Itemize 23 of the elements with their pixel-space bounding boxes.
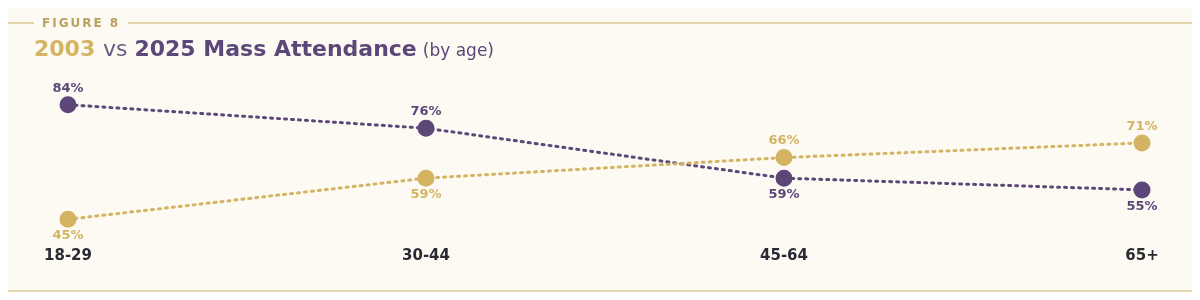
data-label: 84%	[52, 79, 84, 95]
point	[1133, 134, 1151, 152]
point	[59, 210, 77, 228]
point	[417, 119, 435, 137]
point	[775, 169, 793, 187]
point	[1133, 181, 1151, 199]
point	[417, 169, 435, 187]
chart-subtitle: (by age)	[422, 40, 494, 60]
data-label: 45%	[52, 227, 84, 243]
data-label: 59%	[768, 186, 800, 202]
x-tick-label: 18-29	[44, 245, 92, 264]
chart-title: 2003 vs 2025 Mass Attendance	[34, 36, 417, 61]
caption: FIGURE 8	[42, 16, 121, 30]
x-tick-label: 65+	[1125, 245, 1159, 264]
x-tick-label: 30-44	[402, 245, 450, 264]
point	[775, 149, 793, 167]
data-label: 59%	[410, 186, 442, 202]
data-label: 55%	[1126, 197, 1158, 213]
data-label: 76%	[410, 103, 442, 119]
data-label: 71%	[1126, 117, 1158, 133]
point	[59, 96, 77, 114]
x-tick-label: 45-64	[760, 245, 808, 264]
data-label: 66%	[768, 132, 800, 148]
